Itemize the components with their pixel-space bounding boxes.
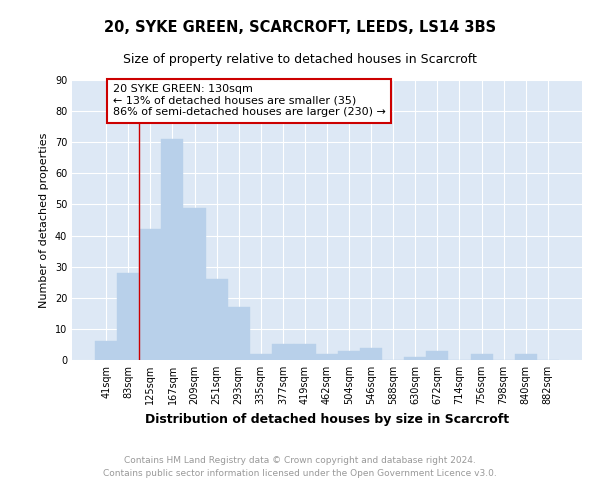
Bar — [404, 357, 427, 360]
Bar — [117, 273, 139, 360]
Bar — [206, 279, 227, 360]
Text: 20, SYKE GREEN, SCARCROFT, LEEDS, LS14 3BS: 20, SYKE GREEN, SCARCROFT, LEEDS, LS14 3… — [104, 20, 496, 35]
Bar — [294, 344, 316, 360]
Bar — [272, 344, 294, 360]
Bar — [427, 350, 448, 360]
Text: Size of property relative to detached houses in Scarcroft: Size of property relative to detached ho… — [123, 52, 477, 66]
Bar — [470, 354, 493, 360]
Bar — [515, 354, 537, 360]
Text: Contains HM Land Registry data © Crown copyright and database right 2024.
Contai: Contains HM Land Registry data © Crown c… — [103, 456, 497, 477]
Bar — [184, 208, 206, 360]
Y-axis label: Number of detached properties: Number of detached properties — [39, 132, 49, 308]
Bar — [139, 230, 161, 360]
Text: 20 SYKE GREEN: 130sqm
← 13% of detached houses are smaller (35)
86% of semi-deta: 20 SYKE GREEN: 130sqm ← 13% of detached … — [113, 84, 386, 117]
Bar — [316, 354, 338, 360]
X-axis label: Distribution of detached houses by size in Scarcroft: Distribution of detached houses by size … — [145, 412, 509, 426]
Bar — [161, 139, 184, 360]
Bar — [360, 348, 382, 360]
Bar — [250, 354, 272, 360]
Bar — [338, 350, 360, 360]
Bar — [95, 342, 117, 360]
Bar — [227, 307, 250, 360]
